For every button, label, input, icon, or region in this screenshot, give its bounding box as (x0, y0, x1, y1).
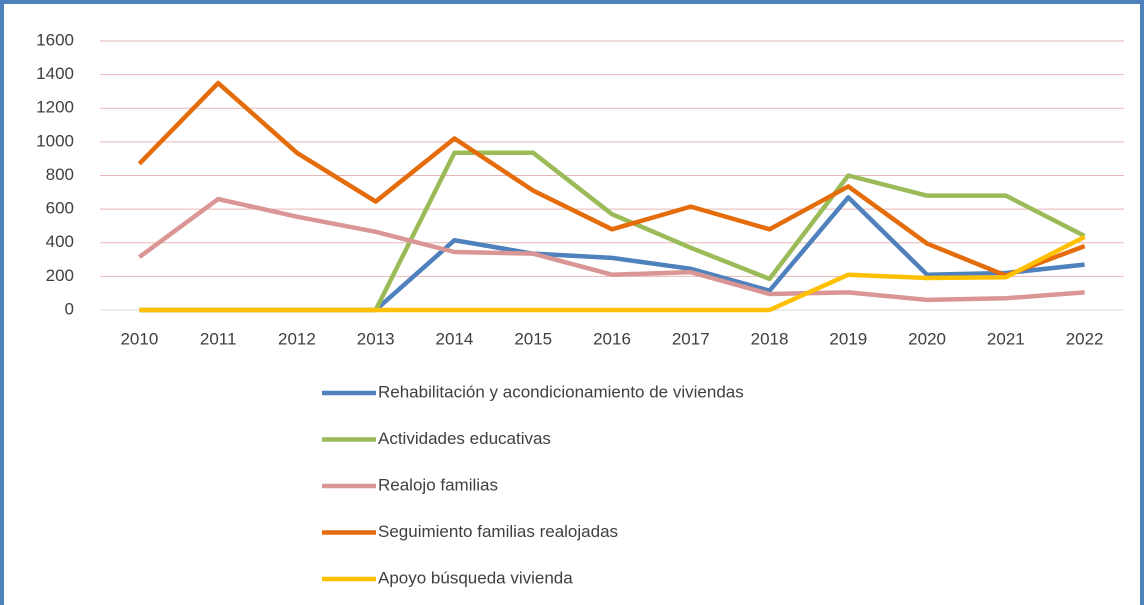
legend-label: Actividades educativas (378, 429, 551, 448)
y-tick-label: 1000 (36, 131, 74, 150)
y-tick-label: 800 (46, 165, 74, 184)
x-tick-label: 2011 (200, 329, 237, 348)
y-tick-label: 600 (46, 199, 74, 218)
legend-label: Rehabilitación y acondicionamiento de vi… (378, 382, 744, 401)
y-tick-label: 1200 (36, 98, 74, 117)
x-tick-label: 2012 (278, 329, 316, 348)
y-tick-label: 1600 (36, 30, 74, 49)
series-line (137, 80, 1086, 278)
x-tick-label: 2016 (593, 329, 631, 348)
x-tick-label: 2020 (908, 329, 946, 348)
y-tick-label: 1400 (36, 64, 74, 83)
x-tick-label: 2014 (436, 329, 474, 348)
x-tick-label: 2010 (120, 329, 158, 348)
x-tick-label: 2017 (672, 329, 710, 348)
y-tick-label: 400 (46, 232, 74, 251)
y-tick-label: 0 (65, 299, 74, 318)
x-tick-label: 2013 (357, 329, 395, 348)
legend-label: Apoyo búsqueda vivienda (378, 568, 573, 587)
x-tick-label: 2018 (751, 329, 789, 348)
series-line (139, 234, 1086, 313)
series-line (138, 196, 1085, 303)
legend-label: Realojo familias (378, 475, 498, 494)
y-tick-label: 200 (46, 266, 74, 285)
x-tick-label: 2022 (1066, 329, 1104, 348)
legend-label: Seguimiento familias realojadas (378, 522, 618, 541)
x-tick-label: 2015 (514, 329, 552, 348)
x-tick-label: 2019 (829, 329, 867, 348)
x-tick-label: 2021 (987, 329, 1025, 348)
